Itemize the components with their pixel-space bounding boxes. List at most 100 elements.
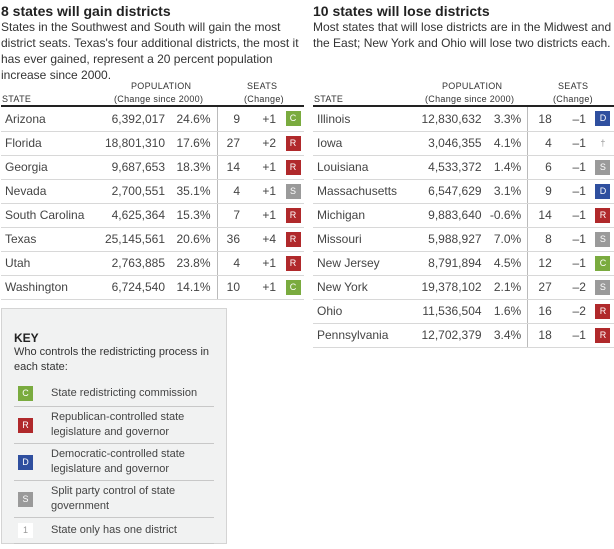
control-cell: R bbox=[591, 323, 614, 348]
seat-count: 9 bbox=[527, 179, 554, 204]
table-row: Ohio 11,536,504 1.6% 16 –2 R bbox=[313, 299, 614, 324]
key-badge: R bbox=[18, 417, 33, 433]
key-item: C State redistricting commission bbox=[14, 381, 214, 407]
header-population: POPULATION bbox=[131, 81, 192, 91]
table-row: Michigan 9,883,640 -0.6% 14 –1 R bbox=[313, 203, 614, 228]
control-cell: R bbox=[282, 155, 304, 180]
gain-panel: 8 states will gain districts States in t… bbox=[1, 0, 304, 300]
key-title: KEY bbox=[14, 331, 39, 345]
control-cell: D bbox=[591, 179, 614, 204]
state-name: Iowa bbox=[313, 131, 414, 156]
control-cell: † bbox=[591, 131, 614, 156]
control-cell: S bbox=[282, 179, 304, 204]
header-state: STATE bbox=[2, 94, 32, 104]
seat-change: –1 bbox=[553, 179, 592, 204]
table-row: Florida 18,801,310 17.6% 27 +2 R bbox=[1, 131, 304, 156]
population-change: 23.8% bbox=[165, 251, 217, 276]
gain-table-header: STATE POPULATION (Change since 2000) SEA… bbox=[1, 79, 304, 107]
seat-change: –1 bbox=[553, 107, 592, 132]
seat-change: –1 bbox=[553, 251, 592, 276]
header-seats: SEATS bbox=[558, 81, 589, 91]
control-cell: R bbox=[282, 131, 304, 156]
gain-table: Arizona 6,392,017 24.6% 9 +1 C Florida 18,801,3… bbox=[1, 107, 304, 300]
population-value: 4,625,364 bbox=[97, 203, 165, 228]
seat-change: –1 bbox=[553, 203, 592, 228]
seat-count: 27 bbox=[527, 275, 554, 300]
key-badge: S bbox=[18, 491, 33, 507]
seat-count: 16 bbox=[527, 299, 554, 324]
table-row: South Carolina 4,625,364 15.3% 7 +1 R bbox=[1, 203, 304, 228]
table-row: Utah 2,763,885 23.8% 4 +1 R bbox=[1, 251, 304, 276]
key-item: 1 State only has one district bbox=[14, 518, 214, 544]
control-badge: R bbox=[285, 159, 301, 175]
key-label: Democratic-controlled state legislature … bbox=[51, 448, 185, 475]
population-change: 17.6% bbox=[165, 131, 217, 156]
population-change: 7.0% bbox=[481, 227, 528, 252]
seat-count: 6 bbox=[527, 155, 554, 180]
population-change: 24.6% bbox=[165, 107, 217, 132]
gain-title: 8 states will gain districts bbox=[1, 3, 171, 19]
state-name: Illinois bbox=[313, 107, 414, 132]
seat-count: 36 bbox=[216, 227, 242, 252]
seat-change: +1 bbox=[242, 107, 282, 132]
population-value: 2,700,551 bbox=[97, 179, 165, 204]
population-value: 4,533,372 bbox=[413, 155, 482, 180]
seat-change: +1 bbox=[242, 251, 282, 276]
seat-count: 9 bbox=[216, 107, 242, 132]
population-value: 5,988,927 bbox=[413, 227, 482, 252]
seat-count: 12 bbox=[527, 251, 554, 276]
control-cell: S bbox=[591, 275, 614, 300]
control-cell: S bbox=[591, 227, 614, 252]
population-value: 25,145,561 bbox=[97, 227, 165, 252]
population-value: 19,378,102 bbox=[413, 275, 482, 300]
seat-count: 14 bbox=[216, 155, 242, 180]
seat-change: –2 bbox=[553, 299, 592, 324]
population-change: 3.1% bbox=[481, 179, 528, 204]
population-value: 9,687,653 bbox=[97, 155, 165, 180]
control-badge: C bbox=[595, 255, 611, 271]
seat-count: 4 bbox=[216, 251, 242, 276]
state-name: New Jersey bbox=[313, 251, 414, 276]
control-cell: C bbox=[591, 251, 614, 276]
population-change: 20.6% bbox=[165, 227, 217, 252]
header-seats-sub: (Change) bbox=[244, 94, 284, 104]
seat-change: +1 bbox=[242, 179, 282, 204]
key-badge: D bbox=[18, 454, 33, 470]
table-row: Washington 6,724,540 14.1% 10 +1 C bbox=[1, 275, 304, 300]
control-badge: S bbox=[595, 231, 611, 247]
lose-panel: 10 states will lose districts Most state… bbox=[313, 0, 614, 348]
control-badge: R bbox=[285, 207, 301, 223]
population-value: 12,830,632 bbox=[413, 107, 482, 132]
control-badge: D bbox=[595, 111, 611, 127]
key-item: D Democratic-controlled state legislature… bbox=[14, 444, 214, 481]
table-row: Illinois 12,830,632 3.3% 18 –1 D bbox=[313, 107, 614, 132]
gain-description: States in the Southwest and South will g… bbox=[1, 20, 299, 82]
state-name: Missouri bbox=[313, 227, 414, 252]
seat-count: 4 bbox=[527, 131, 554, 156]
population-change: 14.1% bbox=[165, 275, 217, 300]
seat-change: +1 bbox=[242, 275, 282, 300]
seat-count: 27 bbox=[216, 131, 242, 156]
state-name: New York bbox=[313, 275, 414, 300]
control-badge: R bbox=[595, 303, 611, 319]
table-row: Texas 25,145,561 20.6% 36 +4 R bbox=[1, 227, 304, 252]
state-name: Texas bbox=[1, 227, 97, 252]
control-badge: S bbox=[595, 159, 611, 175]
lose-description: Most states that will lose districts are… bbox=[313, 20, 612, 50]
control-badge: D bbox=[595, 183, 611, 199]
control-cell: R bbox=[591, 299, 614, 324]
table-row: Missouri 5,988,927 7.0% 8 –1 S bbox=[313, 227, 614, 252]
table-row: Massachusetts 6,547,629 3.1% 9 –1 D bbox=[313, 179, 614, 204]
seat-count: 4 bbox=[216, 179, 242, 204]
population-change: 1.4% bbox=[481, 155, 528, 180]
lose-table-header: STATE POPULATION (Change since 2000) SEA… bbox=[313, 79, 614, 107]
seat-change: +1 bbox=[242, 155, 282, 180]
header-seats-sub: (Change) bbox=[553, 94, 593, 104]
control-badge: S bbox=[285, 183, 301, 199]
table-row: Georgia 9,687,653 18.3% 14 +1 R bbox=[1, 155, 304, 180]
population-change: 3.3% bbox=[481, 107, 528, 132]
key-badge: C bbox=[18, 386, 33, 401]
table-row: Arizona 6,392,017 24.6% 9 +1 C bbox=[1, 107, 304, 132]
key-label: State only has one district bbox=[51, 524, 177, 536]
table-row: New York 19,378,102 2.1% 27 –2 S bbox=[313, 275, 614, 300]
